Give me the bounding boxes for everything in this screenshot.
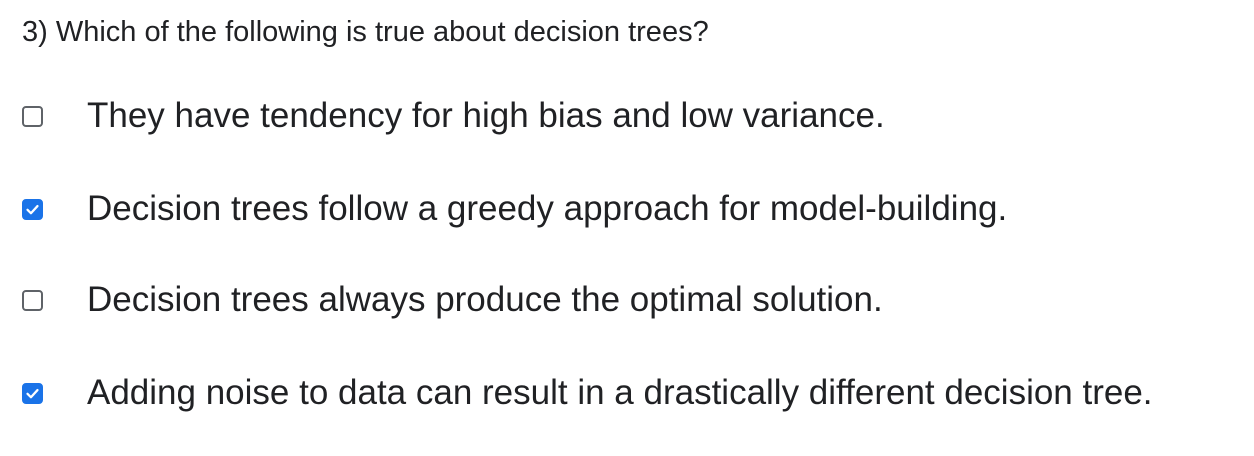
option-2[interactable]: Decision trees follow a greedy approach … [22, 187, 1007, 231]
option-1[interactable]: They have tendency for high bias and low… [22, 94, 885, 138]
option-3-checkbox[interactable] [22, 289, 43, 311]
option-1-label: They have tendency for high bias and low… [87, 96, 885, 135]
option-4-label: Adding noise to data can result in a dra… [87, 373, 1153, 412]
option-2-label: Decision trees follow a greedy approach … [87, 189, 1008, 228]
option-1-checkbox[interactable] [22, 105, 43, 127]
check-icon [26, 388, 39, 398]
check-icon [26, 204, 39, 214]
option-4[interactable]: Adding noise to data can result in a dra… [22, 371, 1153, 415]
question-title: 3) Which of the following is true about … [22, 16, 709, 48]
option-3[interactable]: Decision trees always produce the optima… [22, 278, 883, 322]
option-2-checkbox[interactable] [22, 198, 43, 220]
option-3-label: Decision trees always produce the optima… [87, 280, 883, 319]
option-4-checkbox[interactable] [22, 382, 43, 404]
